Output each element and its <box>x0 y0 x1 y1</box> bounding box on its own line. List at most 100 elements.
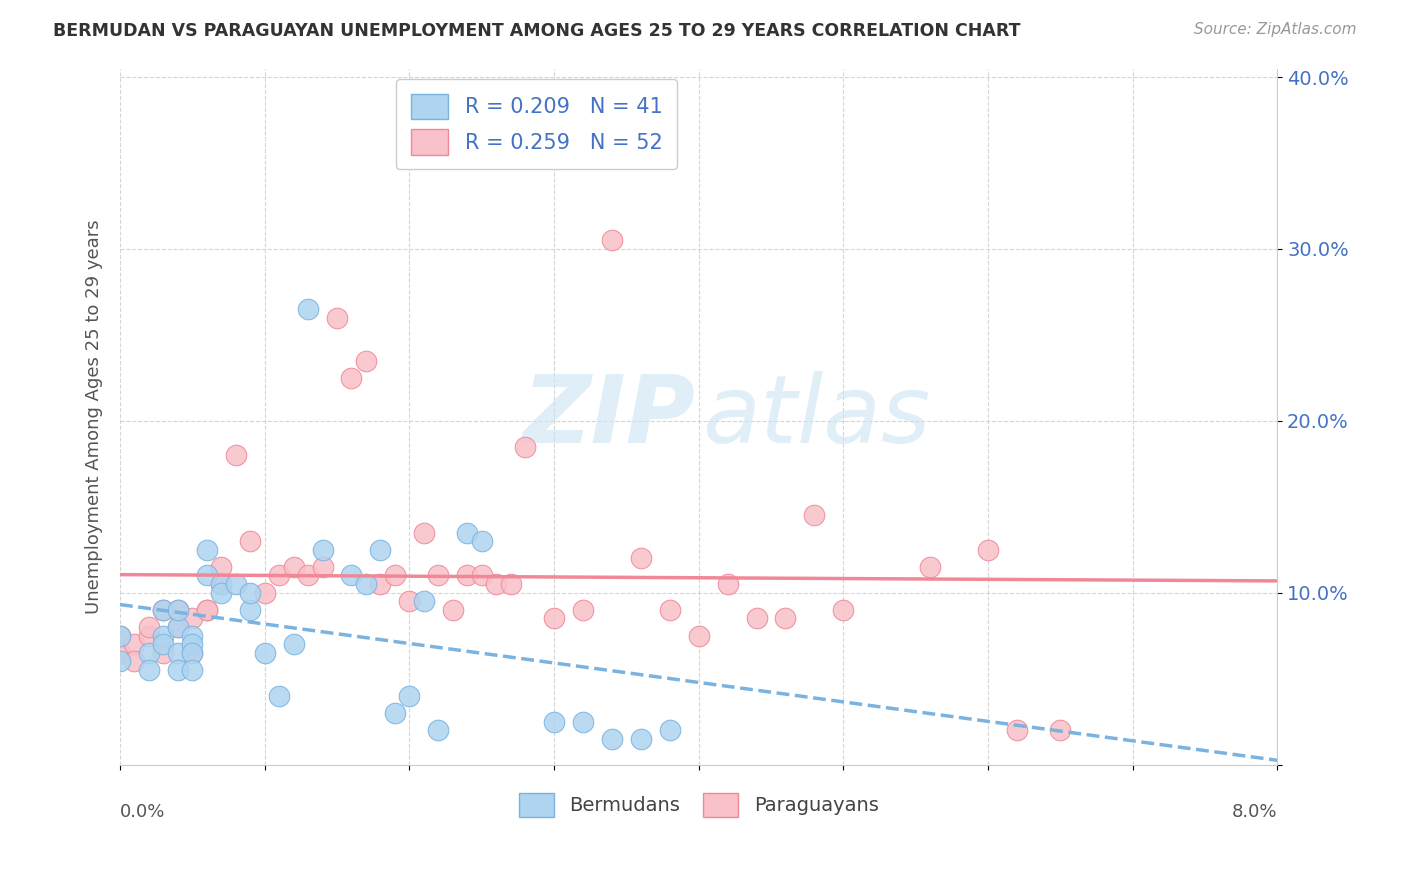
Text: 0.0%: 0.0% <box>120 804 166 822</box>
Point <box>225 448 247 462</box>
Point <box>253 585 276 599</box>
Point <box>253 646 276 660</box>
Point <box>977 542 1000 557</box>
Point <box>1049 723 1071 738</box>
Point <box>166 603 188 617</box>
Point <box>195 542 218 557</box>
Point <box>166 603 188 617</box>
Point <box>283 560 305 574</box>
Legend: Bermudans, Paraguayans: Bermudans, Paraguayans <box>510 785 887 824</box>
Point <box>297 568 319 582</box>
Point <box>456 568 478 582</box>
Point <box>209 577 232 591</box>
Point <box>1005 723 1028 738</box>
Point <box>384 568 406 582</box>
Point <box>354 353 377 368</box>
Point <box>370 542 392 557</box>
Point <box>572 603 595 617</box>
Point <box>412 525 434 540</box>
Point <box>630 551 652 566</box>
Point <box>775 611 797 625</box>
Point <box>209 560 232 574</box>
Point <box>138 629 160 643</box>
Point <box>499 577 522 591</box>
Y-axis label: Unemployment Among Ages 25 to 29 years: Unemployment Among Ages 25 to 29 years <box>86 219 103 614</box>
Point <box>124 654 146 668</box>
Point <box>124 637 146 651</box>
Point <box>485 577 508 591</box>
Point <box>108 654 131 668</box>
Point <box>920 560 942 574</box>
Point <box>311 542 333 557</box>
Point <box>195 603 218 617</box>
Point <box>340 568 363 582</box>
Point <box>152 629 174 643</box>
Point <box>370 577 392 591</box>
Point <box>572 714 595 729</box>
Point <box>239 585 262 599</box>
Point <box>716 577 738 591</box>
Text: atlas: atlas <box>702 371 931 462</box>
Point <box>513 440 536 454</box>
Text: BERMUDAN VS PARAGUAYAN UNEMPLOYMENT AMONG AGES 25 TO 29 YEARS CORRELATION CHART: BERMUDAN VS PARAGUAYAN UNEMPLOYMENT AMON… <box>53 22 1021 40</box>
Point <box>181 646 204 660</box>
Point <box>384 706 406 720</box>
Point <box>195 568 218 582</box>
Point <box>630 731 652 746</box>
Point <box>108 629 131 643</box>
Point <box>138 663 160 677</box>
Point <box>471 534 494 549</box>
Point <box>181 611 204 625</box>
Point <box>398 689 420 703</box>
Point <box>427 568 450 582</box>
Point <box>269 568 291 582</box>
Point <box>181 629 204 643</box>
Text: 8.0%: 8.0% <box>1232 804 1277 822</box>
Point <box>108 629 131 643</box>
Point <box>166 620 188 634</box>
Point <box>181 646 204 660</box>
Point <box>209 585 232 599</box>
Point <box>326 310 349 325</box>
Point <box>427 723 450 738</box>
Point <box>181 637 204 651</box>
Point <box>152 603 174 617</box>
Point <box>138 646 160 660</box>
Point <box>745 611 768 625</box>
Point <box>152 646 174 660</box>
Point <box>471 568 494 582</box>
Point <box>209 577 232 591</box>
Point <box>803 508 825 523</box>
Point <box>166 663 188 677</box>
Point <box>600 731 623 746</box>
Point <box>239 534 262 549</box>
Point <box>412 594 434 608</box>
Point <box>152 603 174 617</box>
Point <box>658 723 681 738</box>
Point <box>354 577 377 591</box>
Point <box>340 371 363 385</box>
Point <box>239 603 262 617</box>
Point <box>152 637 174 651</box>
Point <box>138 620 160 634</box>
Point <box>832 603 855 617</box>
Point <box>297 302 319 317</box>
Point <box>283 637 305 651</box>
Point <box>225 577 247 591</box>
Point <box>311 560 333 574</box>
Point <box>441 603 464 617</box>
Point <box>688 629 710 643</box>
Point <box>456 525 478 540</box>
Point <box>181 663 204 677</box>
Point <box>166 646 188 660</box>
Point <box>166 620 188 634</box>
Point <box>108 646 131 660</box>
Point <box>543 611 565 625</box>
Point <box>269 689 291 703</box>
Point <box>658 603 681 617</box>
Text: Source: ZipAtlas.com: Source: ZipAtlas.com <box>1194 22 1357 37</box>
Point <box>543 714 565 729</box>
Point <box>195 603 218 617</box>
Text: ZIP: ZIP <box>522 370 695 463</box>
Point <box>398 594 420 608</box>
